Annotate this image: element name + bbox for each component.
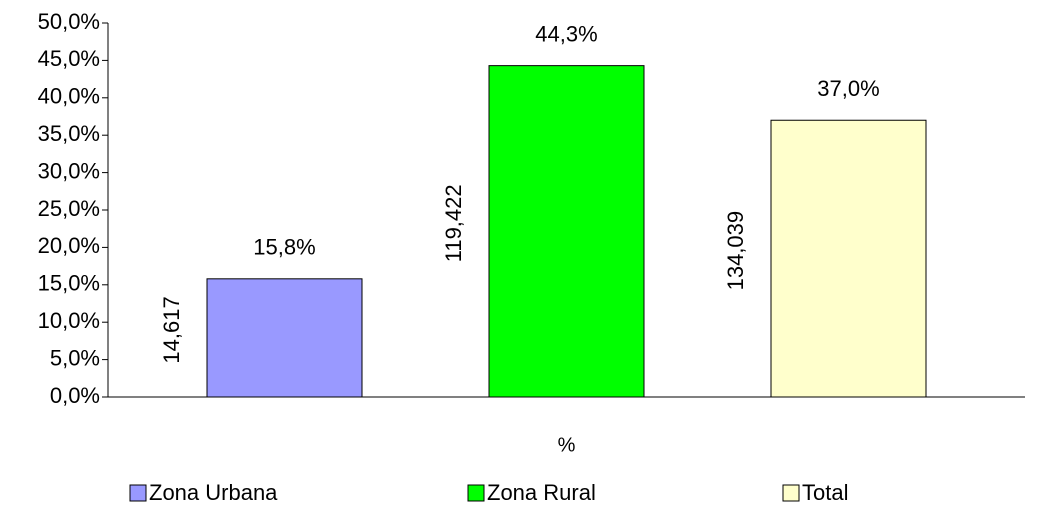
y-tick-label: 5,0% (50, 345, 100, 370)
value-label: 37,0% (817, 76, 879, 101)
value-label: 15,8% (253, 235, 315, 260)
legend-label: Zona Urbana (149, 480, 278, 505)
y-tick-label: 20,0% (38, 233, 100, 258)
bar (206, 278, 363, 398)
legend-swatch (782, 484, 800, 502)
y-tick-label: 35,0% (38, 121, 100, 146)
value-label: 44,3% (535, 21, 597, 46)
legend-swatch (129, 484, 147, 502)
x-tick-label: % (558, 434, 576, 456)
y-tick-label: 45,0% (38, 46, 100, 71)
legend-swatch (467, 484, 485, 502)
y-tick-label: 15,0% (38, 271, 100, 296)
count-label: 14,617 (159, 296, 184, 363)
count-label: 134,039 (723, 211, 748, 291)
count-label: 119,422 (441, 184, 466, 262)
y-tick-label: 10,0% (38, 308, 100, 333)
legend-label: Zona Rural (487, 480, 596, 505)
y-tick-label: 50,0% (38, 9, 100, 34)
legend-label: Total (802, 480, 848, 505)
bar (488, 65, 645, 398)
y-tick-label: 30,0% (38, 158, 100, 183)
y-tick-label: 25,0% (38, 196, 100, 221)
bar (770, 119, 927, 398)
y-tick-label: 0,0% (50, 383, 100, 408)
y-tick-label: 40,0% (38, 84, 100, 109)
